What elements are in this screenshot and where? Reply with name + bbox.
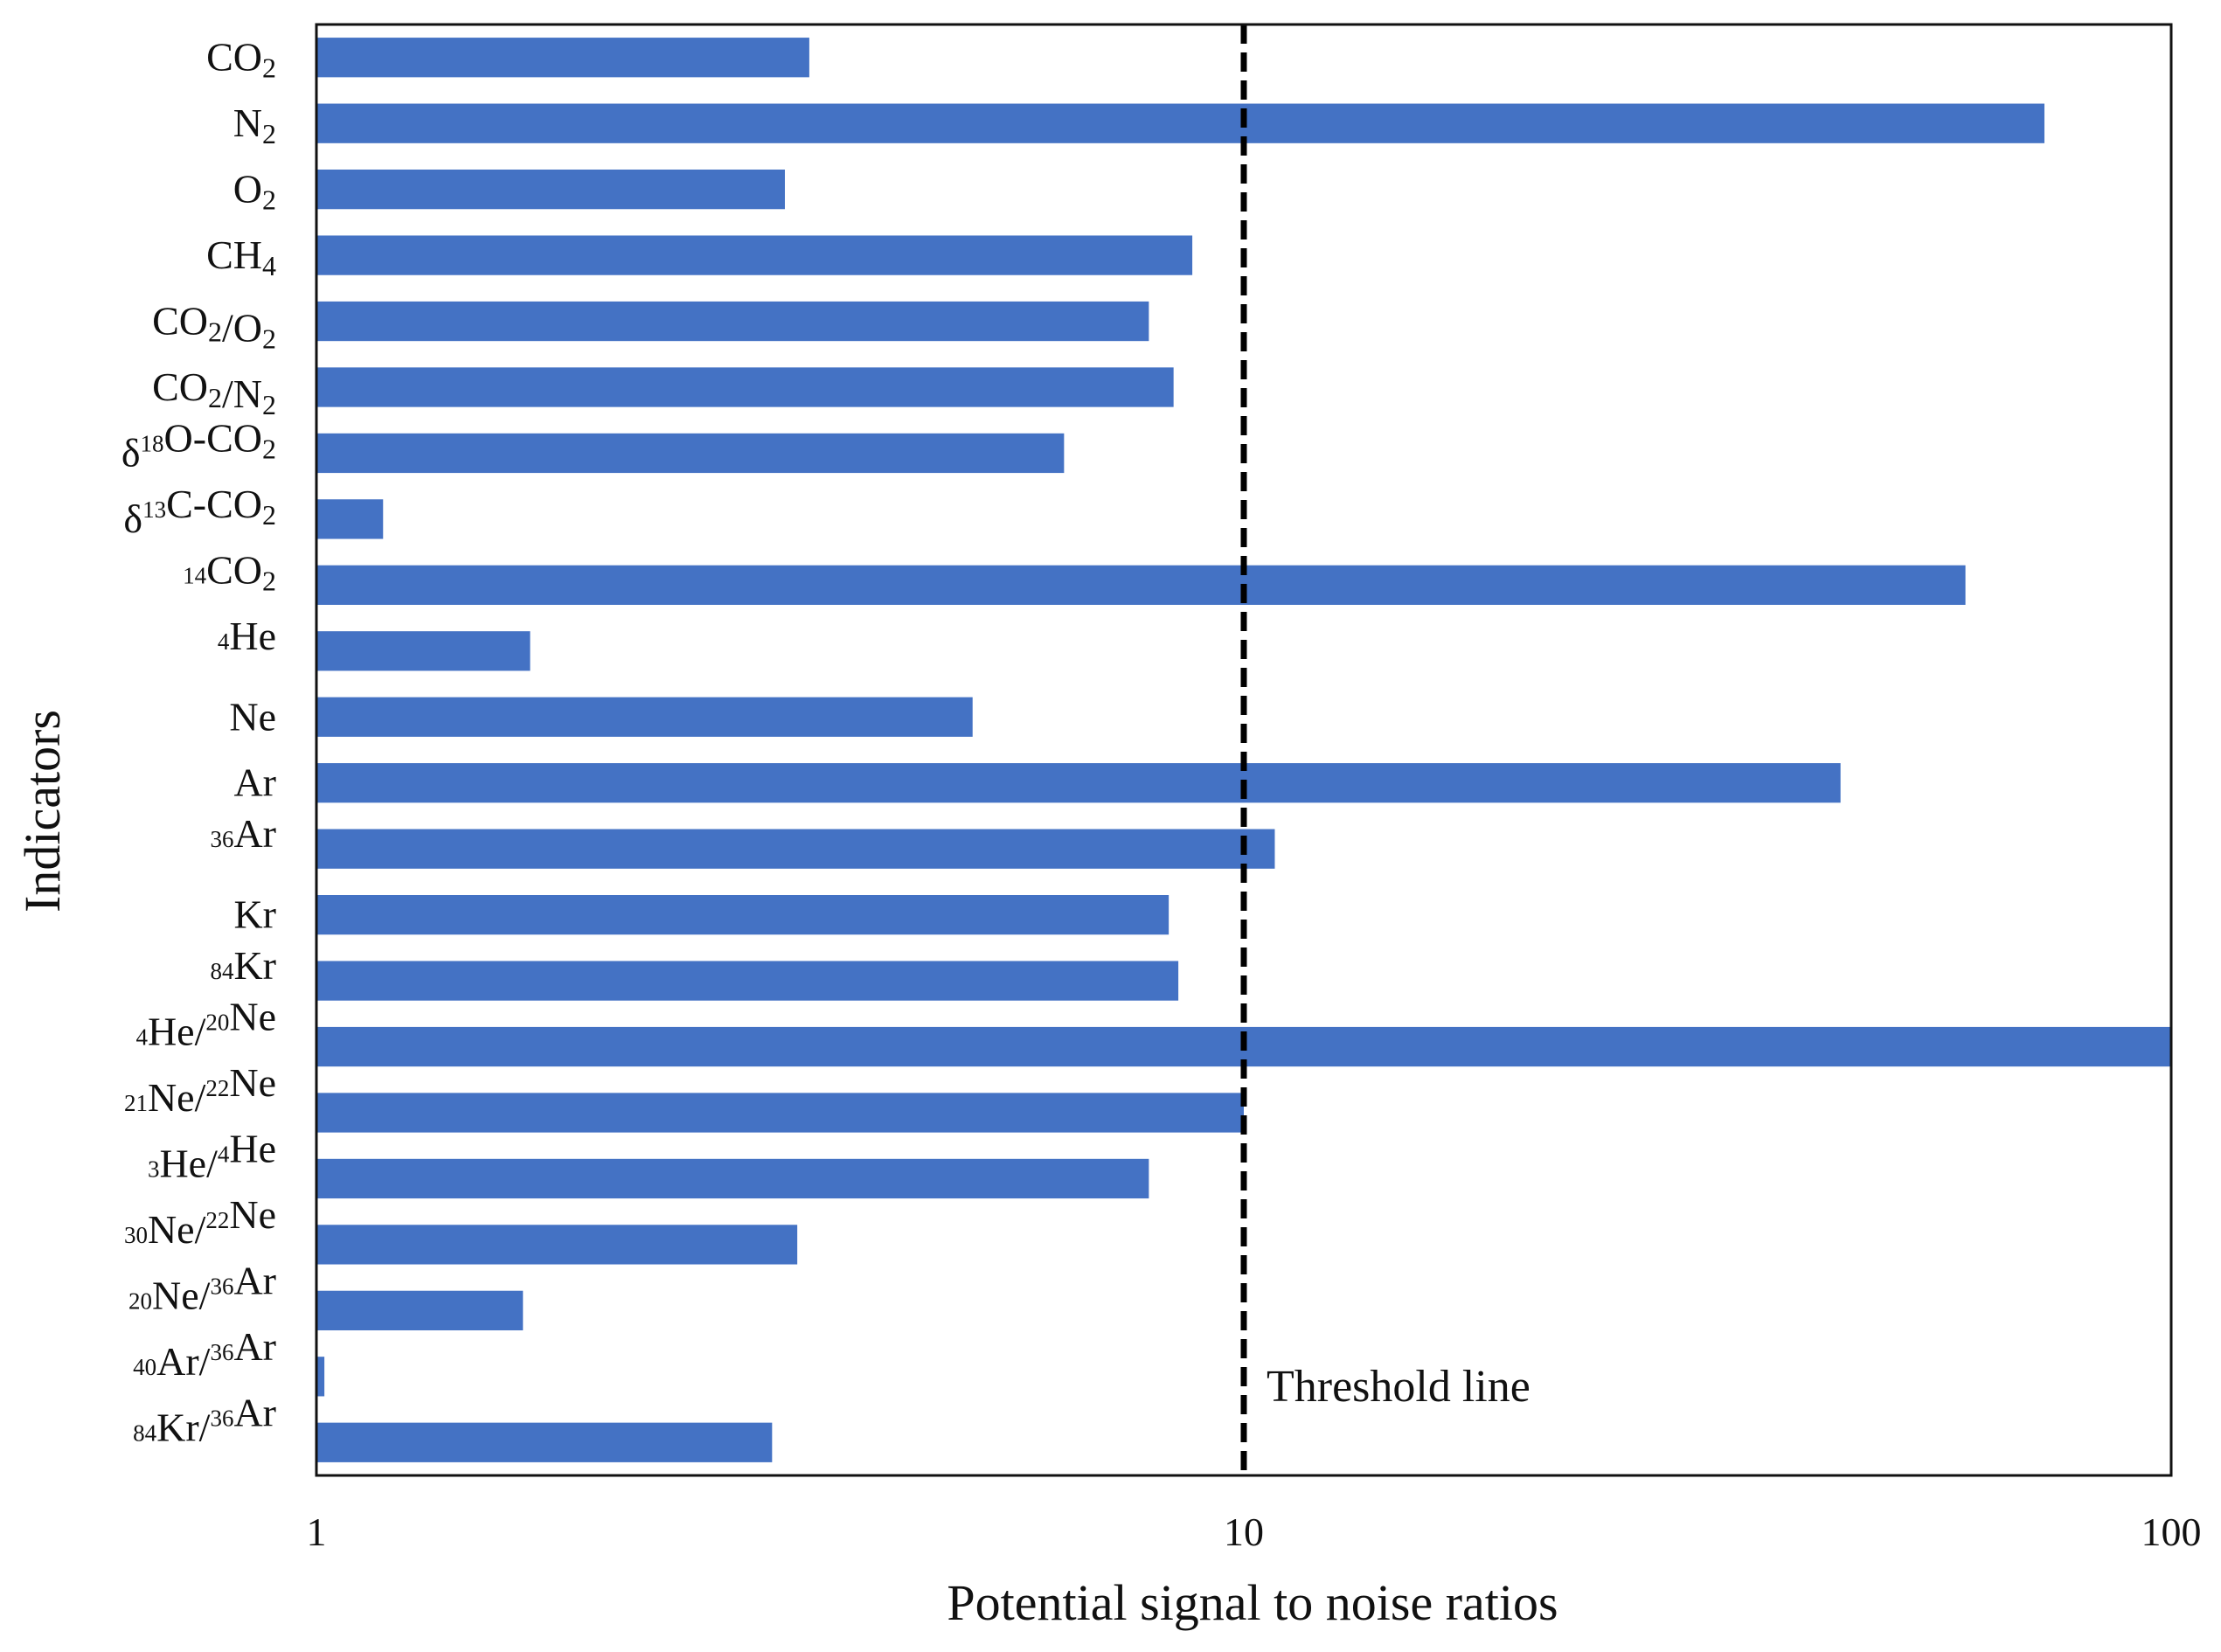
bar [317, 1357, 325, 1397]
bar [317, 433, 1065, 474]
threshold-label: Threshold line [1267, 1362, 1530, 1412]
bar [317, 829, 1275, 869]
bar [317, 697, 973, 737]
category-label: CO2/O2 [152, 299, 276, 355]
category-label: 4He/20Ne [135, 995, 276, 1054]
bar [317, 763, 1841, 803]
category-label: Ar [233, 760, 276, 805]
bar [317, 1225, 798, 1265]
x-tick-label: 1 [307, 1510, 327, 1554]
bar [317, 499, 384, 539]
bar [317, 235, 1193, 275]
category-label: 3He/4He [148, 1126, 276, 1185]
category-label: δ13C-CO2 [123, 482, 276, 541]
bar [317, 895, 1169, 935]
category-label: CH4 [206, 233, 276, 281]
x-tick-label: 100 [2141, 1510, 2202, 1554]
category-label: 21Ne/22Ne [124, 1060, 276, 1120]
bar [317, 1158, 1149, 1199]
bar [317, 367, 1174, 407]
x-tick-label: 10 [1224, 1510, 1264, 1554]
bar [317, 1093, 1244, 1133]
category-label: 36Ar [210, 811, 276, 856]
category-label: N2 [233, 101, 276, 149]
category-label: 40Ar/36Ar [133, 1324, 276, 1384]
category-label: O2 [233, 167, 276, 216]
category-label: 84Kr/36Ar [133, 1390, 276, 1449]
x-axis-title: Potential signal to noise ratios [947, 1574, 1558, 1631]
category-label: Kr [233, 892, 276, 937]
bar [317, 170, 785, 210]
bar [317, 961, 1179, 1001]
bar [317, 565, 1966, 605]
bar [317, 38, 809, 78]
x-axis-ticks: 1 10 100 [307, 1510, 2202, 1554]
category-label: 14CO2 [183, 547, 276, 596]
category-label: 30Ne/22Ne [124, 1192, 276, 1252]
category-label: 84Kr [210, 943, 276, 988]
bar [317, 1422, 773, 1462]
category-label: CO2/N2 [152, 364, 276, 420]
bar [317, 1290, 524, 1330]
category-label: δ18O-CO2 [121, 415, 276, 475]
bar [317, 631, 531, 671]
category-label: Ne [229, 694, 276, 739]
bar [317, 301, 1149, 342]
category-label: CO2 [206, 35, 276, 84]
bar [317, 103, 2044, 143]
category-label: 4He [218, 614, 276, 658]
category-label: 20Ne/36Ar [128, 1258, 276, 1317]
y-axis-title: Indicators [14, 710, 71, 913]
plot-frame [315, 23, 2173, 1477]
